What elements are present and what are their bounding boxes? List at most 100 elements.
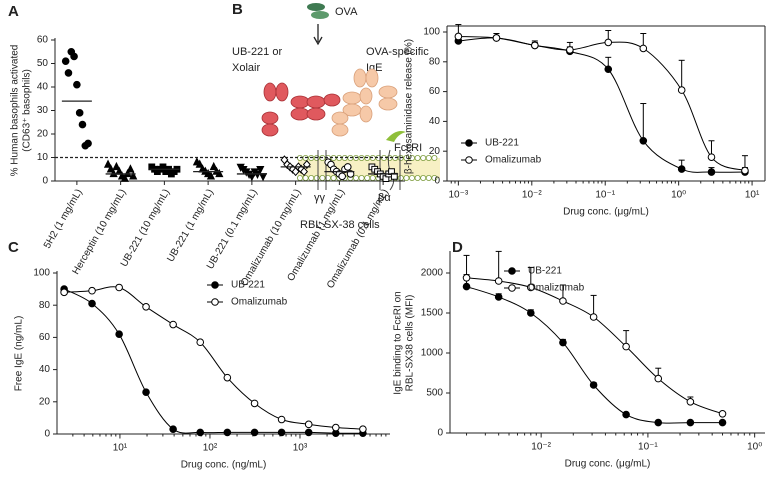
cell-label: RBL SX-38 cells — [300, 219, 380, 231]
data-point — [462, 274, 471, 282]
data-point — [707, 168, 716, 176]
data-point — [169, 425, 177, 433]
y-axis-label: RBL-SX38 cells (MFI) — [405, 295, 416, 392]
y-tick-label: 20 — [429, 146, 441, 157]
y-axis-label: Free IgE (ng/mL) — [14, 316, 25, 392]
data-point — [462, 282, 471, 291]
chain-label: γγ — [314, 192, 326, 204]
y-tick-label: 50 — [37, 58, 49, 69]
ige-domain — [359, 87, 373, 105]
arrow-head — [313, 36, 323, 46]
y-tick-label: 20 — [39, 396, 51, 407]
data-point — [346, 170, 355, 178]
lipid-head — [408, 174, 415, 181]
antibody-label: Xolair — [232, 62, 260, 74]
receptor-label: FcεRI — [394, 142, 422, 154]
lipid-head — [403, 174, 410, 181]
ige-domain — [331, 111, 349, 125]
ige-domain — [342, 91, 362, 105]
data-point — [718, 410, 727, 418]
fit-curve — [63, 288, 363, 434]
legend-marker — [508, 267, 516, 275]
data-point — [84, 139, 92, 148]
data-point — [566, 46, 574, 54]
data-point — [115, 330, 123, 338]
x-tick-label: UB-221 (1 mg/mL) — [165, 187, 216, 264]
data-point — [639, 136, 648, 145]
lipid-head — [420, 154, 427, 161]
data-point — [604, 65, 613, 74]
data-point — [129, 171, 138, 180]
data-point — [196, 338, 205, 347]
therapeutic-antibody — [261, 82, 341, 137]
lipid-head — [352, 174, 359, 181]
y-tick-label: 1000 — [421, 348, 444, 359]
data-point — [494, 277, 503, 285]
data-point — [531, 41, 539, 50]
legend-label: UB-221 — [231, 280, 265, 291]
y-tick-label: 60 — [39, 332, 51, 343]
y-axis-label: β-hexosaminidase release (%) — [404, 39, 415, 174]
x-tick-label: UB-221 (10 mg/mL) — [119, 187, 172, 269]
ige-domain — [365, 68, 379, 88]
data-point — [64, 69, 73, 77]
legend-marker — [465, 156, 473, 164]
data-point — [196, 428, 205, 437]
y-tick-label: 80 — [39, 300, 51, 311]
legend-label: Omalizumab — [231, 297, 288, 308]
antibody-domain — [275, 82, 289, 102]
y-tick-label: 20 — [37, 129, 49, 140]
y-tick-label: 0 — [42, 176, 48, 187]
data-point — [195, 159, 204, 168]
antibody-domain — [323, 93, 341, 107]
panel-letter: D — [452, 239, 463, 256]
chain-label: βα — [378, 192, 391, 204]
antibody-domain — [290, 95, 310, 109]
data-point — [223, 428, 232, 437]
x-axis-label: Drug conc. (μg/mL) — [565, 459, 651, 470]
data-point — [70, 52, 78, 61]
data-point — [686, 418, 695, 427]
y-tick-label: 60 — [37, 35, 49, 46]
lipid-head — [319, 174, 326, 181]
ige-label: OVA-specific — [366, 46, 429, 58]
y-tick-label: 0 — [44, 429, 50, 440]
data-point — [277, 428, 286, 437]
data-point — [126, 164, 135, 173]
data-point — [359, 425, 367, 433]
fit-curve — [458, 37, 745, 173]
data-point — [277, 415, 286, 424]
legend-marker — [211, 281, 219, 289]
y-tick-label: 500 — [426, 388, 443, 399]
data-point — [206, 171, 216, 180]
y-tick-label: 40 — [39, 364, 51, 375]
y-axis-label: (CD63⁺ basophils) — [22, 69, 33, 152]
data-point — [304, 420, 313, 429]
data-point — [677, 86, 686, 94]
data-point — [589, 313, 598, 321]
antibody-domain — [306, 95, 326, 109]
data-point — [142, 388, 150, 396]
ova-molecule — [311, 11, 329, 19]
antibody-domain — [306, 107, 326, 121]
legend-label: Omalizumab — [485, 155, 542, 166]
antibody-label: UB-221 or — [232, 46, 282, 58]
data-point — [106, 164, 115, 173]
y-tick-label: 100 — [423, 27, 440, 38]
y-tick-label: 60 — [429, 86, 441, 97]
x-tick-label: 10¹ — [745, 190, 760, 201]
data-point — [338, 172, 346, 181]
y-tick-label: 40 — [429, 116, 441, 127]
legend-marker — [465, 139, 473, 147]
data-point — [527, 309, 535, 317]
data-point — [61, 57, 70, 65]
y-tick-label: 100 — [33, 268, 50, 279]
data-point — [718, 418, 727, 427]
ige-antibody — [331, 68, 398, 137]
lipid-head — [364, 174, 371, 181]
data-point — [115, 283, 123, 292]
fit-curve — [458, 35, 746, 172]
x-axis-label: Drug conc. (μg/mL) — [563, 207, 649, 218]
y-tick-label: 30 — [37, 105, 49, 116]
lipid-head — [425, 154, 432, 161]
